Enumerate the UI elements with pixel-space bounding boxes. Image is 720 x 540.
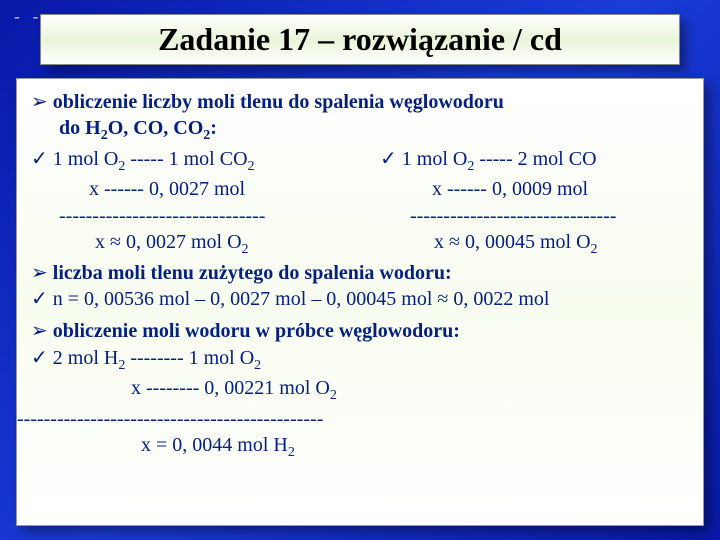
- title-box: Zadanie 17 – rozwiązanie / cd: [40, 14, 680, 65]
- sub: 2: [330, 388, 337, 403]
- sub: 2: [101, 128, 108, 143]
- txt: :: [210, 117, 217, 139]
- txt: x ≈ 0, 0027 mol O: [95, 231, 242, 253]
- sub: 2: [248, 159, 255, 174]
- calc-right-l1: 1 mol O2 ----- 2 mol CO: [380, 146, 689, 176]
- section1-line2: do H2O, CO, CO2:: [59, 115, 689, 145]
- txt: -------- 1 mol O: [125, 347, 254, 369]
- txt: x ≈ 0, 00045 mol O: [434, 231, 591, 253]
- txt: ----- 2 mol CO: [474, 148, 596, 170]
- sub: 2: [288, 445, 295, 460]
- txt: x -------- 0, 00221 mol O: [131, 377, 330, 399]
- sub: 2: [242, 242, 249, 257]
- page-title: Zadanie 17 – rozwiązanie / cd: [41, 21, 679, 58]
- calc-right: 1 mol O2 ----- 2 mol CO x ------ 0, 0009…: [380, 146, 689, 260]
- content-box: obliczenie liczby moli tlenu do spalenia…: [16, 78, 704, 526]
- txt: x = 0, 0044 mol H: [141, 434, 288, 456]
- txt: do H: [59, 117, 101, 139]
- txt: 1 mol O: [402, 148, 468, 170]
- calc-columns: 1 mol O2 ----- 1 mol CO2 x ------ 0, 002…: [31, 146, 689, 260]
- section2-heading: liczba moli tlenu zużytego do spalenia w…: [31, 260, 689, 286]
- section3-line2: 2 mol H2 -------- 1 mol O2: [31, 345, 689, 375]
- txt: ----- 1 mol CO: [125, 148, 247, 170]
- section1-heading: obliczenie liczby moli tlenu do spalenia…: [31, 89, 689, 115]
- section3-line1: obliczenie moli wodoru w próbce węglowod…: [53, 320, 460, 342]
- txt: n = 0, 00536 mol – 0, 0027 mol – 0, 0004…: [53, 288, 550, 310]
- section3-line5: x = 0, 0044 mol H2: [141, 432, 689, 462]
- calc-right-l2: x ------ 0, 0009 mol: [432, 176, 689, 202]
- sub: 2: [591, 242, 598, 257]
- calc-left-l1: 1 mol O2 ----- 1 mol CO2: [31, 146, 340, 176]
- section3-line3: x -------- 0, 00221 mol O2: [131, 375, 689, 405]
- calc-right-l4: x ≈ 0, 00045 mol O2: [434, 229, 689, 259]
- txt: 1 mol O: [53, 148, 119, 170]
- calc-left: 1 mol O2 ----- 1 mol CO2 x ------ 0, 002…: [31, 146, 340, 260]
- txt: 2 mol H: [53, 347, 119, 369]
- section2-line1: liczba moli tlenu zużytego do spalenia w…: [53, 262, 452, 284]
- calc-left-l4: x ≈ 0, 0027 mol O2: [95, 229, 340, 259]
- section1-line1: obliczenie liczby moli tlenu do spalenia…: [53, 91, 504, 113]
- calc-right-l3: -------------------------------: [410, 203, 689, 229]
- section2-line2: n = 0, 00536 mol – 0, 0027 mol – 0, 0004…: [31, 286, 689, 312]
- calc-left-l3: -------------------------------: [59, 203, 340, 229]
- sub: 2: [254, 358, 261, 373]
- section3-line4: ----------------------------------------…: [17, 406, 689, 432]
- calc-left-l2: x ------ 0, 0027 mol: [89, 176, 340, 202]
- txt: O, CO, CO: [108, 117, 204, 139]
- section3-heading: obliczenie moli wodoru w próbce węglowod…: [31, 318, 689, 344]
